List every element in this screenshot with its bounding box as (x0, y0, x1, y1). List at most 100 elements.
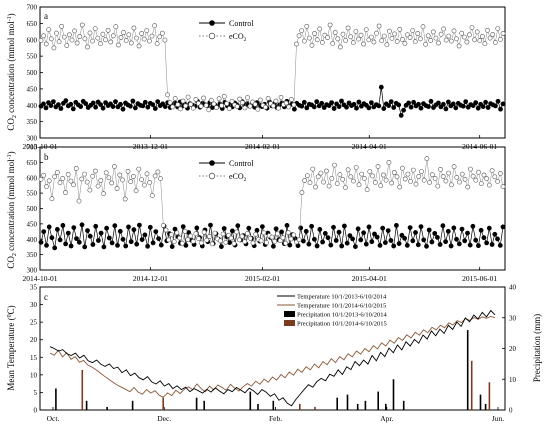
eco2-point (427, 179, 432, 185)
x-tick-label: 2015-04-01 (352, 274, 387, 283)
control-point (396, 241, 402, 246)
control-point (254, 227, 260, 233)
control-point (500, 101, 506, 107)
eco2-point (280, 235, 286, 241)
eco2-point (484, 176, 490, 182)
eco2-point (163, 227, 169, 233)
control-point (454, 236, 459, 242)
control-point (142, 99, 148, 105)
eco2-point (188, 101, 194, 107)
control-point (415, 242, 421, 248)
eco2-point (182, 228, 188, 234)
control-point (495, 98, 501, 104)
eco2-point (252, 101, 258, 107)
control-point (131, 227, 137, 233)
control-point (463, 99, 469, 104)
control-point (38, 239, 44, 245)
eco2-point (443, 178, 449, 184)
eco2-point (120, 177, 125, 183)
eco2-point (340, 176, 346, 182)
eco2-point (446, 170, 451, 176)
eco2-point (364, 187, 370, 193)
precip-2013-2014-bar (195, 397, 198, 410)
control-point (344, 104, 349, 110)
right-y-tick-label: 10 (509, 376, 517, 384)
panel-b-legend-eco2-marker (208, 172, 216, 180)
eco2-point (462, 176, 468, 182)
eco2-point (318, 170, 324, 176)
control-point (356, 99, 362, 105)
eco2-point (147, 179, 153, 185)
eco2-point (299, 190, 305, 195)
eco2-point (407, 35, 413, 40)
control-point (87, 233, 93, 239)
control-point (331, 106, 337, 111)
eco2-point (134, 35, 139, 41)
control-point (354, 105, 359, 111)
eco2-point (291, 102, 297, 108)
x-tick-label: 2014-12-01 (133, 274, 168, 283)
eco2-point (90, 173, 95, 179)
eco2-point (381, 33, 387, 39)
eco2-point (185, 237, 191, 242)
control-point (429, 239, 435, 245)
eco2-point (128, 40, 134, 46)
eco2-point (479, 34, 485, 39)
eco2-point (245, 95, 250, 101)
eco2-point (206, 107, 212, 113)
eco2-point (477, 38, 483, 44)
eco2-point (152, 23, 157, 29)
eco2-point (87, 187, 93, 193)
eco2-point (402, 41, 408, 46)
eco2-point (327, 22, 333, 28)
control-point (467, 242, 473, 248)
control-point (465, 230, 470, 236)
control-point (396, 102, 402, 108)
control-point (386, 103, 392, 108)
control-point (385, 228, 391, 233)
panel-b-legend-control-text: Control (229, 159, 254, 168)
control-point (301, 99, 307, 105)
control-point (145, 243, 150, 249)
eco2-point (101, 191, 106, 197)
precip-2014-2015-bar (299, 403, 301, 410)
eco2-point (433, 35, 439, 41)
control-point (304, 105, 310, 111)
panel-c-precip-bars (55, 330, 491, 411)
eco2-point (170, 104, 175, 110)
eco2-point (158, 176, 163, 182)
eco2-point (276, 105, 281, 111)
control-point (93, 104, 98, 110)
eco2-point (330, 41, 336, 46)
control-point (484, 240, 489, 246)
precip-2013-2014-bar (484, 403, 487, 410)
eco2-point (166, 237, 172, 243)
control-point (368, 100, 374, 105)
eco2-point (269, 234, 275, 240)
eco2-point (428, 38, 434, 43)
eco2-point (472, 37, 477, 43)
eco2-point (247, 103, 253, 109)
eco2-point (304, 23, 310, 29)
y-tick-label: 500 (27, 69, 38, 77)
eco2-point (239, 100, 245, 105)
eco2-point (247, 235, 253, 241)
eco2-point (207, 234, 212, 239)
eco2-point (160, 222, 166, 228)
eco2-point (113, 24, 119, 30)
eco2-point (121, 30, 126, 35)
eco2-point (402, 176, 408, 182)
eco2-point (71, 182, 76, 188)
eco2-point (229, 98, 235, 104)
control-point (344, 240, 350, 246)
precip-2014-2015-bar (162, 397, 164, 410)
x-tick-label: Oct. (47, 414, 60, 423)
control-point (126, 224, 131, 230)
eco2-point (59, 23, 64, 29)
eco2-point (469, 25, 475, 30)
control-point (426, 227, 432, 233)
panel-a-ylabel-sub: 2 (12, 115, 18, 118)
eco2-point (95, 183, 101, 189)
eco2-point (162, 37, 168, 43)
control-point (43, 105, 49, 111)
